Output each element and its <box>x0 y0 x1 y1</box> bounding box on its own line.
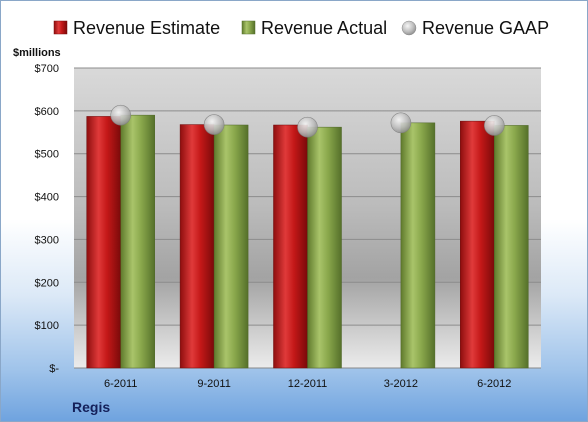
y-tick-label: $700 <box>35 63 59 75</box>
bar-revenue-actual <box>494 125 529 369</box>
y-tick-label: $300 <box>35 234 59 246</box>
legend-label-actual: Revenue Actual <box>261 18 387 38</box>
marker-revenue-gaap <box>297 116 318 138</box>
bar-revenue-estimate <box>460 120 495 369</box>
x-tick-label: 9-2011 <box>197 378 230 390</box>
legend-marker-gaap <box>401 20 417 36</box>
x-tick-label: 6-2012 <box>477 378 511 390</box>
legend-label-gaap: Revenue GAAP <box>422 18 549 38</box>
x-tick-label: 6-2011 <box>104 378 137 390</box>
bar-revenue-estimate <box>179 124 215 369</box>
x-axis-ticks: 6-2011 9-2011 12-2011 3-2012 6-2012 <box>104 378 511 390</box>
marker-revenue-gaap <box>110 104 131 126</box>
y-tick-label: $500 <box>35 149 59 161</box>
y-tick-label: $- <box>49 363 59 375</box>
marker-revenue-gaap <box>483 115 505 136</box>
bar-revenue-actual <box>400 122 436 369</box>
x-tick-label: 3-2012 <box>384 378 418 390</box>
bar-revenue-actual <box>120 114 155 369</box>
legend-label-estimate: Revenue Estimate <box>73 18 220 38</box>
bar-revenue-estimate <box>86 116 121 369</box>
bar-revenue-actual <box>307 126 342 369</box>
bar-revenue-actual <box>213 124 249 369</box>
y-axis-unit-label: $millions <box>13 47 61 59</box>
legend-swatch-estimate <box>53 20 68 35</box>
marker-revenue-gaap <box>203 114 225 135</box>
y-tick-label: $200 <box>35 277 59 289</box>
legend: Revenue Estimate Revenue Actual Revenue … <box>53 18 549 38</box>
y-tick-label: $400 <box>35 192 59 204</box>
bar-revenue-estimate <box>273 124 308 369</box>
legend-swatch-actual <box>241 20 256 35</box>
x-tick-label: 12-2011 <box>288 378 328 390</box>
y-axis-ticks: $- $100 $200 $300 $400 $500 $600 $700 <box>35 63 60 375</box>
gaap-markers <box>110 104 505 138</box>
y-tick-label: $100 <box>35 320 59 332</box>
y-tick-label: $600 <box>35 106 59 118</box>
marker-revenue-gaap <box>390 112 412 134</box>
bars <box>86 114 529 369</box>
company-label: Regis <box>72 399 110 415</box>
